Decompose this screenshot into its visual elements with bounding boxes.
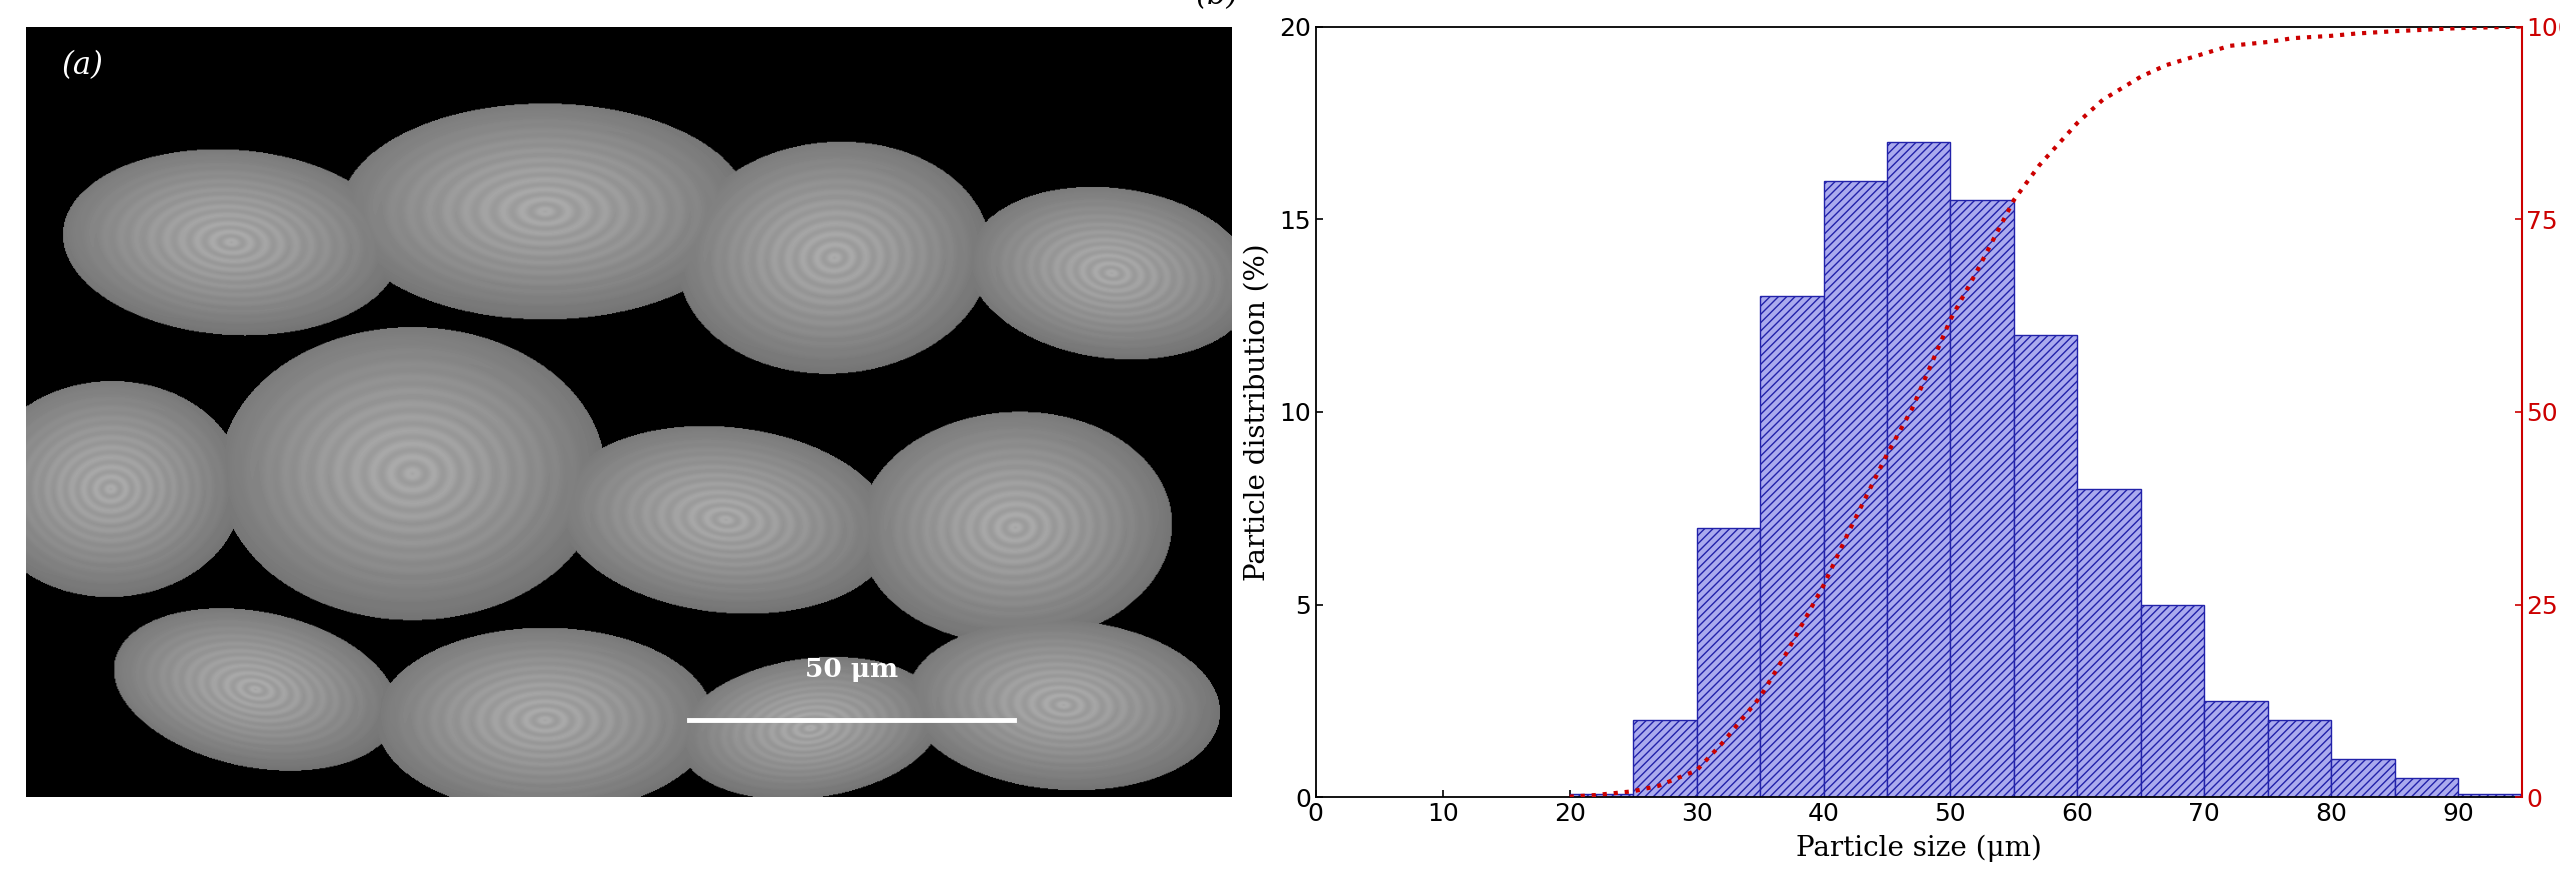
Bar: [2458, 794, 2522, 797]
Bar: [2204, 701, 2268, 797]
Bar: [1697, 528, 1761, 797]
Bar: [1761, 297, 1823, 797]
Bar: [2015, 335, 2076, 797]
Bar: [2268, 720, 2332, 797]
X-axis label: Particle size (μm): Particle size (μm): [1795, 835, 2043, 862]
Bar: [2332, 758, 2394, 797]
Text: (a): (a): [61, 50, 102, 81]
Y-axis label: Particle distribution (%): Particle distribution (%): [1244, 243, 1270, 581]
Bar: [1951, 200, 2015, 797]
Bar: [2140, 605, 2204, 797]
Bar: [2076, 489, 2140, 797]
Text: 50 μm: 50 μm: [804, 657, 899, 682]
Bar: [1633, 720, 1697, 797]
Bar: [1823, 181, 1887, 797]
Bar: [1569, 794, 1633, 797]
Bar: [1887, 143, 1951, 797]
Text: (b): (b): [1196, 0, 1239, 12]
Bar: [2394, 778, 2458, 797]
